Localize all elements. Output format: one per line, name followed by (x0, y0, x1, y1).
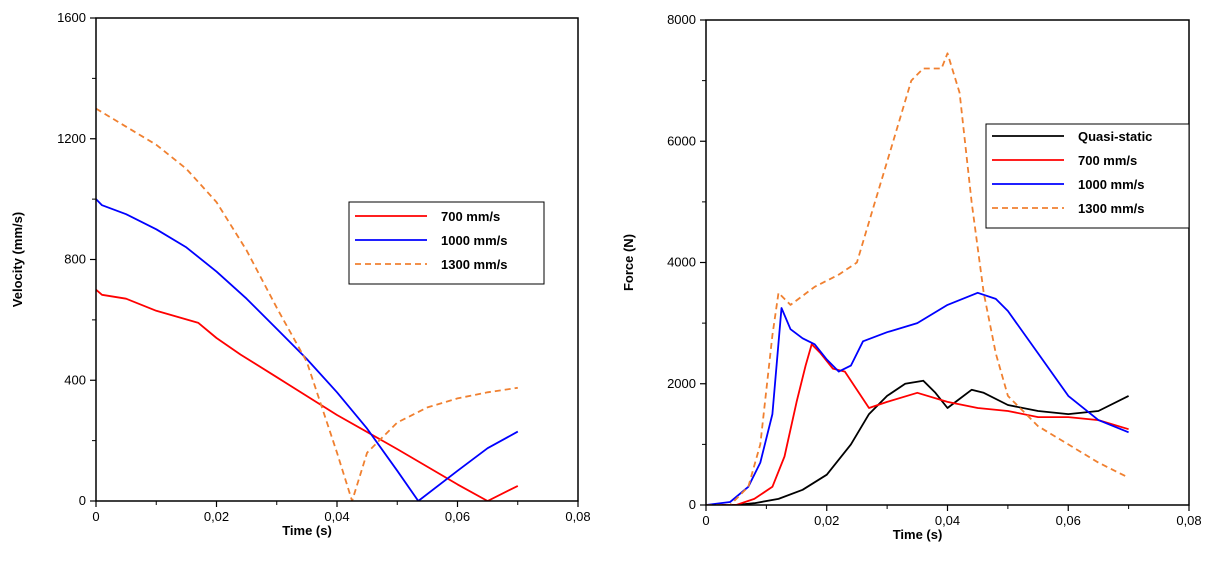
series-line-2 (706, 343, 1129, 505)
legend-label: Quasi-static (1078, 129, 1152, 144)
legend-label: 1300 mm/s (441, 257, 508, 272)
y-tick-label: 400 (64, 372, 86, 387)
y-tick-label: 6000 (667, 133, 696, 148)
x-tick-label: 0,04 (935, 513, 960, 528)
y-tick-label: 1600 (57, 10, 86, 25)
x-tick-label: 0,04 (324, 509, 349, 524)
legend-label: 700 mm/s (1078, 153, 1137, 168)
legend: Quasi-static 700 mm/s 1000 mm/s 1300 mm/s (985, 123, 1190, 229)
y-tick-label: 1200 (57, 131, 86, 146)
y-tick-label: 0 (689, 497, 696, 512)
series-line-3 (96, 107, 518, 501)
series-group (96, 107, 519, 501)
series-line-1 (96, 289, 519, 501)
legend-label: 1000 mm/s (441, 233, 508, 248)
chart-2: 0 0,02 0,04 0,06 0,08 0 2000 4000 6000 8000 Time (… (621, 12, 1202, 542)
x-tick-label: 0 (702, 513, 709, 528)
x-tick-label: 0,02 (204, 509, 229, 524)
x-tick-label: 0 (92, 509, 99, 524)
x-tick-label: 0,08 (565, 509, 590, 524)
y-tick-label: 8000 (667, 12, 696, 27)
y-axis-title: Force (N) (621, 234, 636, 291)
x-tick-label: 0,06 (1056, 513, 1081, 528)
x-tick-label: 0,02 (814, 513, 839, 528)
series-group (706, 52, 1130, 505)
series-line-2 (96, 198, 519, 501)
x-axis-title: Time (s) (893, 527, 943, 542)
series-line-3 (706, 291, 1129, 505)
y-axis-title: Velocity (mm/s) (10, 212, 25, 307)
legend-label: 700 mm/s (441, 209, 500, 224)
chart-1: 0 0,02 0,04 0,06 0,08 0 400 800 1200 1600 Time (s)… (10, 10, 591, 538)
series-line-4 (706, 52, 1130, 505)
y-tick-label: 0 (79, 493, 86, 508)
legend-label: 1300 mm/s (1078, 201, 1145, 216)
x-axis-title: Time (s) (282, 523, 332, 538)
legend: 700 mm/s 1000 mm/s 1300 mm/s (348, 201, 545, 285)
x-tick-label: 0,08 (1176, 513, 1201, 528)
y-tick-label: 4000 (667, 255, 696, 270)
x-tick-label: 0,06 (445, 509, 470, 524)
series-line-1 (706, 379, 1130, 505)
legend-box (985, 123, 1190, 229)
plot-frame (705, 19, 1190, 506)
y-tick-label: 800 (64, 252, 86, 267)
y-tick-label: 2000 (667, 376, 696, 391)
legend-label: 1000 mm/s (1078, 177, 1145, 192)
